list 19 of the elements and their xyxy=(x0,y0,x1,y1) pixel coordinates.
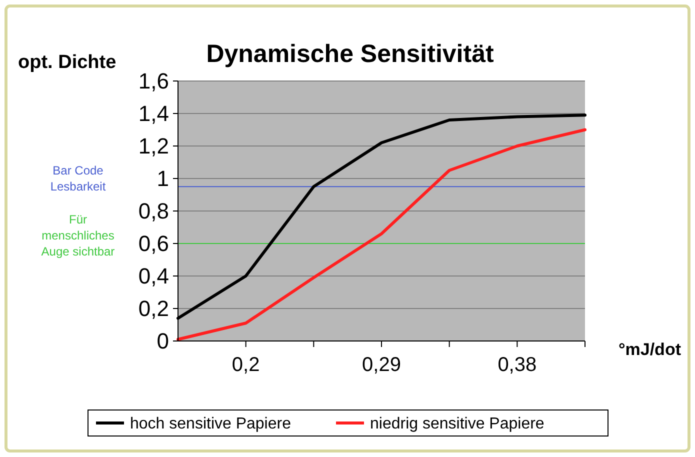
x-axis-title: °mJ/dot xyxy=(618,340,682,359)
ref-line-label: Bar Code Lesbarkeit xyxy=(50,164,106,194)
x-tick-label: 0,2 xyxy=(232,354,260,376)
y-tick-label: 0,4 xyxy=(138,264,169,289)
y-tick-label: 1,6 xyxy=(138,68,169,94)
y-tick-label: 1 xyxy=(156,166,169,192)
ref-line-label: Für menschliches Auge sichtbar xyxy=(41,212,115,258)
y-tick-label: 0,2 xyxy=(138,296,169,322)
chart-title: Dynamische Sensitivität xyxy=(206,40,494,68)
x-tick-label: 0,29 xyxy=(362,354,401,376)
y-tick-label: 0,8 xyxy=(138,198,169,224)
y-tick-label: 0,6 xyxy=(138,231,169,256)
y-tick-label: 1,2 xyxy=(138,134,169,159)
legend-label: niedrig sensitive Papiere xyxy=(370,416,544,433)
y-axis-title: opt. Dichte xyxy=(18,52,116,73)
legend-label: hoch sensitive Papiere xyxy=(130,416,292,433)
x-tick-label: 0,38 xyxy=(498,354,537,376)
y-tick-label: 0 xyxy=(156,328,169,354)
y-tick-label: 1,4 xyxy=(138,101,169,126)
